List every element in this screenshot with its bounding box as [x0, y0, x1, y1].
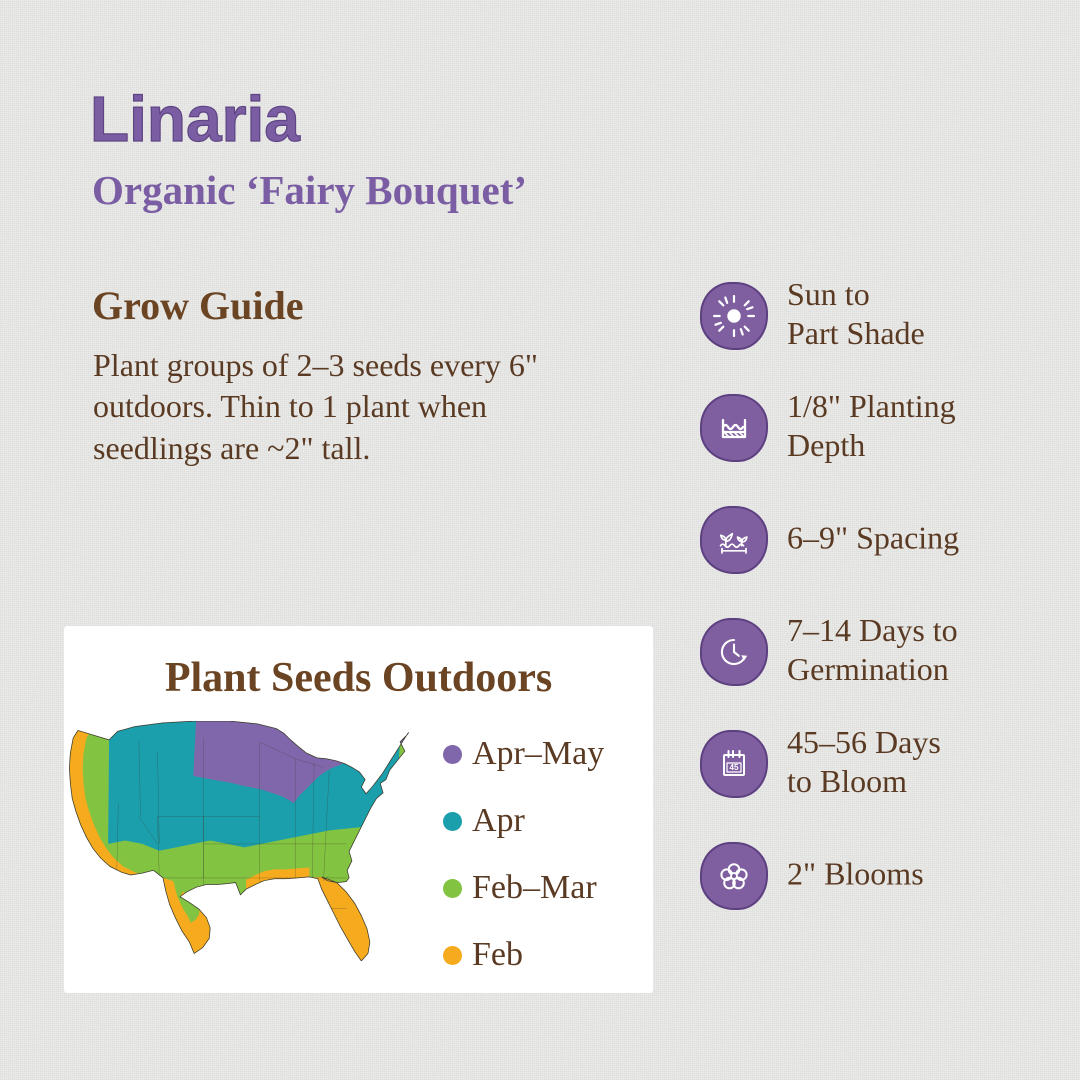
svg-text:45: 45 — [730, 763, 739, 772]
